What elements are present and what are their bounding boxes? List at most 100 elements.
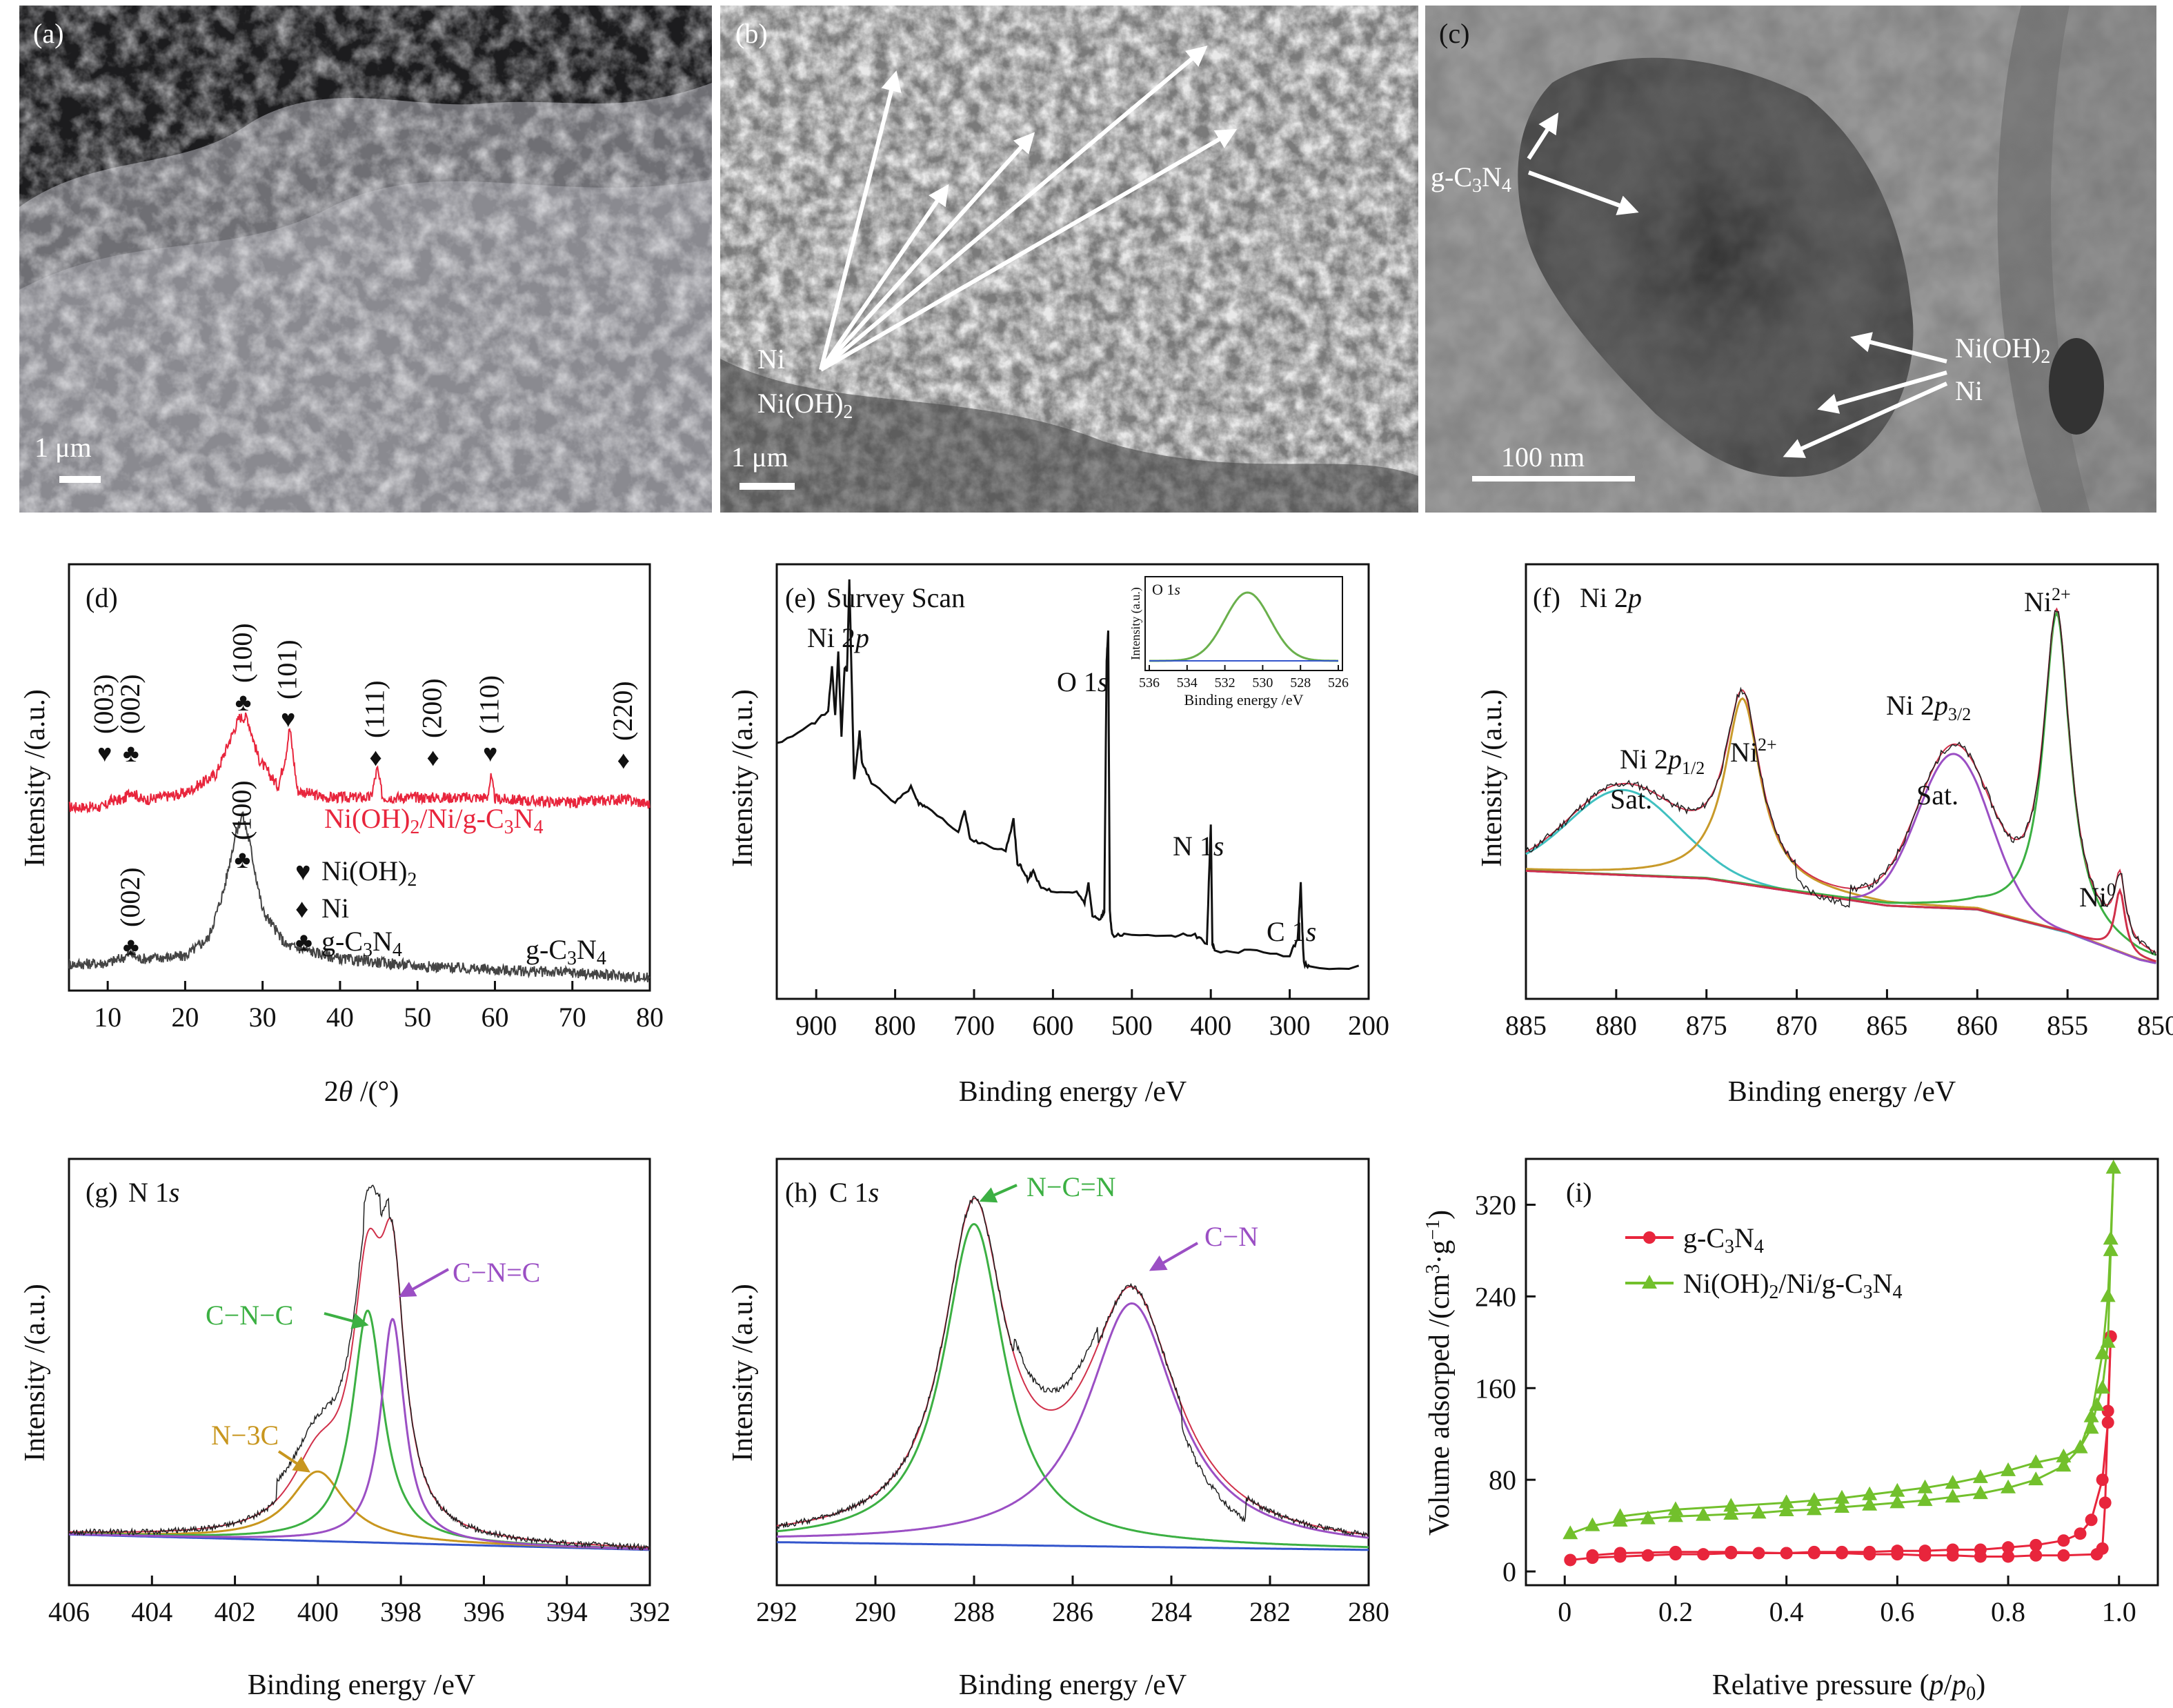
- x-axis-label-e: Binding energy /eV: [959, 1076, 1187, 1108]
- point-desorption-composite-i: [2100, 1333, 2116, 1348]
- point-desorption-gc3n4-i: [2002, 1550, 2015, 1563]
- x-tick-label-f-6: 855: [2047, 1010, 2088, 1041]
- chart-d: 10 20 30 40 50 60 70 80 (d) (003)♥(002)♣(100)♣(…: [19, 563, 664, 1108]
- peak-marker-7-d: ♦: [617, 746, 630, 774]
- point-adsorption-composite-i: [1806, 1501, 1822, 1516]
- legend-label-gc3n4-i: g-C3N4: [1683, 1222, 1764, 1258]
- component-1-f: [1525, 697, 2156, 964]
- annotation-ni-b: Ni: [757, 344, 785, 375]
- arrow-cn-h: [1149, 1242, 1198, 1271]
- panel-label-b: (b): [735, 18, 768, 49]
- gc3n4-peak-label-1-d: (100): [226, 780, 257, 840]
- point-desorption-gc3n4-i: [2098, 1496, 2112, 1509]
- x-tick-label-d-4: 50: [404, 1002, 431, 1033]
- plot-frame-i: [1525, 1158, 2159, 1587]
- series-line-composite-d: [68, 712, 651, 814]
- point-desorption-composite-i: [2089, 1397, 2105, 1411]
- x-tick-label-d-7: 80: [636, 1002, 664, 1033]
- arrows-c2: [1783, 332, 1948, 458]
- x-axis-label-i: Relative pressure (p/p0): [1712, 1669, 1986, 1705]
- x-tick-label-d-3: 40: [326, 1002, 354, 1033]
- x-tick-label-i-4: 0.8: [1991, 1596, 2025, 1627]
- y-tick-label-i-0: 0: [1502, 1556, 1516, 1587]
- panel-label-i: (i): [1566, 1177, 1592, 1208]
- series-line-survey-e: [776, 579, 1360, 971]
- legend-marker-ni-d: ♦: [295, 895, 308, 924]
- plot-frame-f: [1525, 563, 2159, 1000]
- inset-tick-label-3-e: 530: [1252, 675, 1273, 691]
- point-desorption-composite-i: [2105, 1160, 2121, 1174]
- x-axis-d: 10 20 30 40 50 60 70 80: [94, 981, 664, 1033]
- x-tick-label-d-1: 20: [171, 1002, 199, 1033]
- inset-series-e: 536 534 532 530 528 526: [1139, 591, 1349, 691]
- x-tick-label-g-4: 398: [380, 1596, 421, 1627]
- point-desorption-gc3n4-i: [1863, 1548, 1876, 1561]
- annotation-cnc-g: C−N−C: [206, 1300, 293, 1331]
- gc3n4-peak-label-0-d: (002): [115, 867, 146, 927]
- annotation-n3c-g: N−3C: [211, 1420, 279, 1451]
- chart-g: 406 404 402 400 398 396 394 392 (g) N 1s C−N−C …: [19, 1158, 671, 1701]
- axes-i: 0 0.2 0.4 0.6 0.8 1.0 0 80 160 240 320: [1475, 1189, 2136, 1627]
- plot-frame-h: [775, 1158, 1370, 1587]
- panel-label-g: (g): [86, 1177, 118, 1208]
- raw-data-g: [68, 1184, 651, 1551]
- component-4-f: [1525, 869, 2156, 963]
- legend-label-composite-i: Ni(OH)2/Ni/g-C3N4: [1683, 1268, 1903, 1303]
- x-tick-label-e-2: 700: [953, 1010, 995, 1041]
- x-tick-label-e-4: 500: [1111, 1010, 1153, 1041]
- peak-marker-3-d: ♥: [281, 705, 295, 733]
- panel-label-f: (f): [1533, 582, 1560, 613]
- inset-frame-e: [1144, 576, 1343, 671]
- point-adsorption-composite-i: [1562, 1525, 1578, 1540]
- x-axis-g: 406 404 402 400 398 396 394 392: [48, 1576, 671, 1627]
- legend-label-ni-d: Ni: [321, 893, 349, 924]
- arrows-b: [819, 46, 1238, 372]
- peak-marker-6-d: ♥: [483, 739, 497, 767]
- point-desorption-composite-i: [1862, 1486, 1878, 1500]
- legend-marker-gc3n4-d: ♣: [295, 928, 312, 957]
- point-desorption-composite-i: [1889, 1482, 1905, 1497]
- point-adsorption-composite-i: [1723, 1506, 1739, 1520]
- peak-label-1-d: (002): [115, 674, 146, 734]
- peak-marker-1-d: ♣: [123, 739, 139, 767]
- point-desorption-gc3n4-i: [2057, 1549, 2070, 1562]
- point-adsorption-composite-i: [1751, 1505, 1767, 1519]
- point-desorption-composite-i: [1917, 1479, 1933, 1493]
- component-0-h: [776, 1222, 1369, 1549]
- peak-marker-2-d: ♣: [235, 688, 252, 716]
- point-adsorption-composite-i: [1862, 1496, 1878, 1511]
- title-f: Ni 2p: [1580, 582, 1642, 613]
- inset-title-e: O 1s: [1152, 581, 1180, 598]
- annotation-gc3n4-c: g-C3N4: [1431, 161, 1511, 197]
- x-tick-label-i-1: 0.2: [1658, 1596, 1693, 1627]
- scale-bar-label-b: 1 μm: [731, 441, 788, 473]
- legend-d: ♥ Ni(OH)2 ♦ Ni ♣ g-C3N4: [295, 855, 417, 961]
- legend-i: g-C3N4 Ni(OH)2/Ni/g-C3N4: [1625, 1222, 1903, 1303]
- peak-label-4-d: (111): [359, 680, 390, 738]
- x-tick-label-d-0: 10: [94, 1002, 121, 1033]
- x-tick-label-g-5: 396: [463, 1596, 504, 1627]
- gc3n4-peak-marker-0-d: ♣: [123, 933, 139, 960]
- component-2-g: [68, 1318, 651, 1551]
- point-desorption-composite-i: [1778, 1494, 1794, 1509]
- point-desorption-composite-i: [2028, 1454, 2044, 1469]
- point-desorption-gc3n4-i: [1918, 1549, 1932, 1562]
- y-axis-label-h: Intensity /(a.u.): [727, 1284, 759, 1462]
- micrograph-c: (c) g-C3N4 Ni(OH)2 Ni 100 nm: [1425, 6, 2156, 513]
- x-tick-label-f-1: 880: [1596, 1010, 1637, 1041]
- annotation-ni2plus-left-f: Ni2+: [1730, 735, 1777, 768]
- annotation-cn-h: C−N: [1204, 1221, 1258, 1252]
- point-adsorption-gc3n4-i: [2057, 1534, 2070, 1547]
- x-tick-label-h-1: 290: [855, 1596, 896, 1627]
- panel-label-c: (c): [1439, 18, 1469, 49]
- point-adsorption-composite-i: [1640, 1510, 1656, 1525]
- point-adsorption-gc3n4-i: [2074, 1527, 2087, 1540]
- raw-data-h: [776, 1195, 1369, 1538]
- x-tick-label-f-5: 860: [1956, 1010, 1998, 1041]
- legend-label-nioh2-d: Ni(OH)2: [321, 855, 417, 891]
- point-desorption-composite-i: [1834, 1489, 1849, 1504]
- title-h: C 1s: [829, 1177, 879, 1208]
- chart-e: 900 800 700 600 500 400 300 200 (e) Survey Scan…: [727, 563, 1389, 1108]
- x-axis-f: 885 880 875 870 865 860 855 850: [1505, 989, 2173, 1041]
- series-label-gc3n4-d: g-C3N4: [526, 934, 606, 969]
